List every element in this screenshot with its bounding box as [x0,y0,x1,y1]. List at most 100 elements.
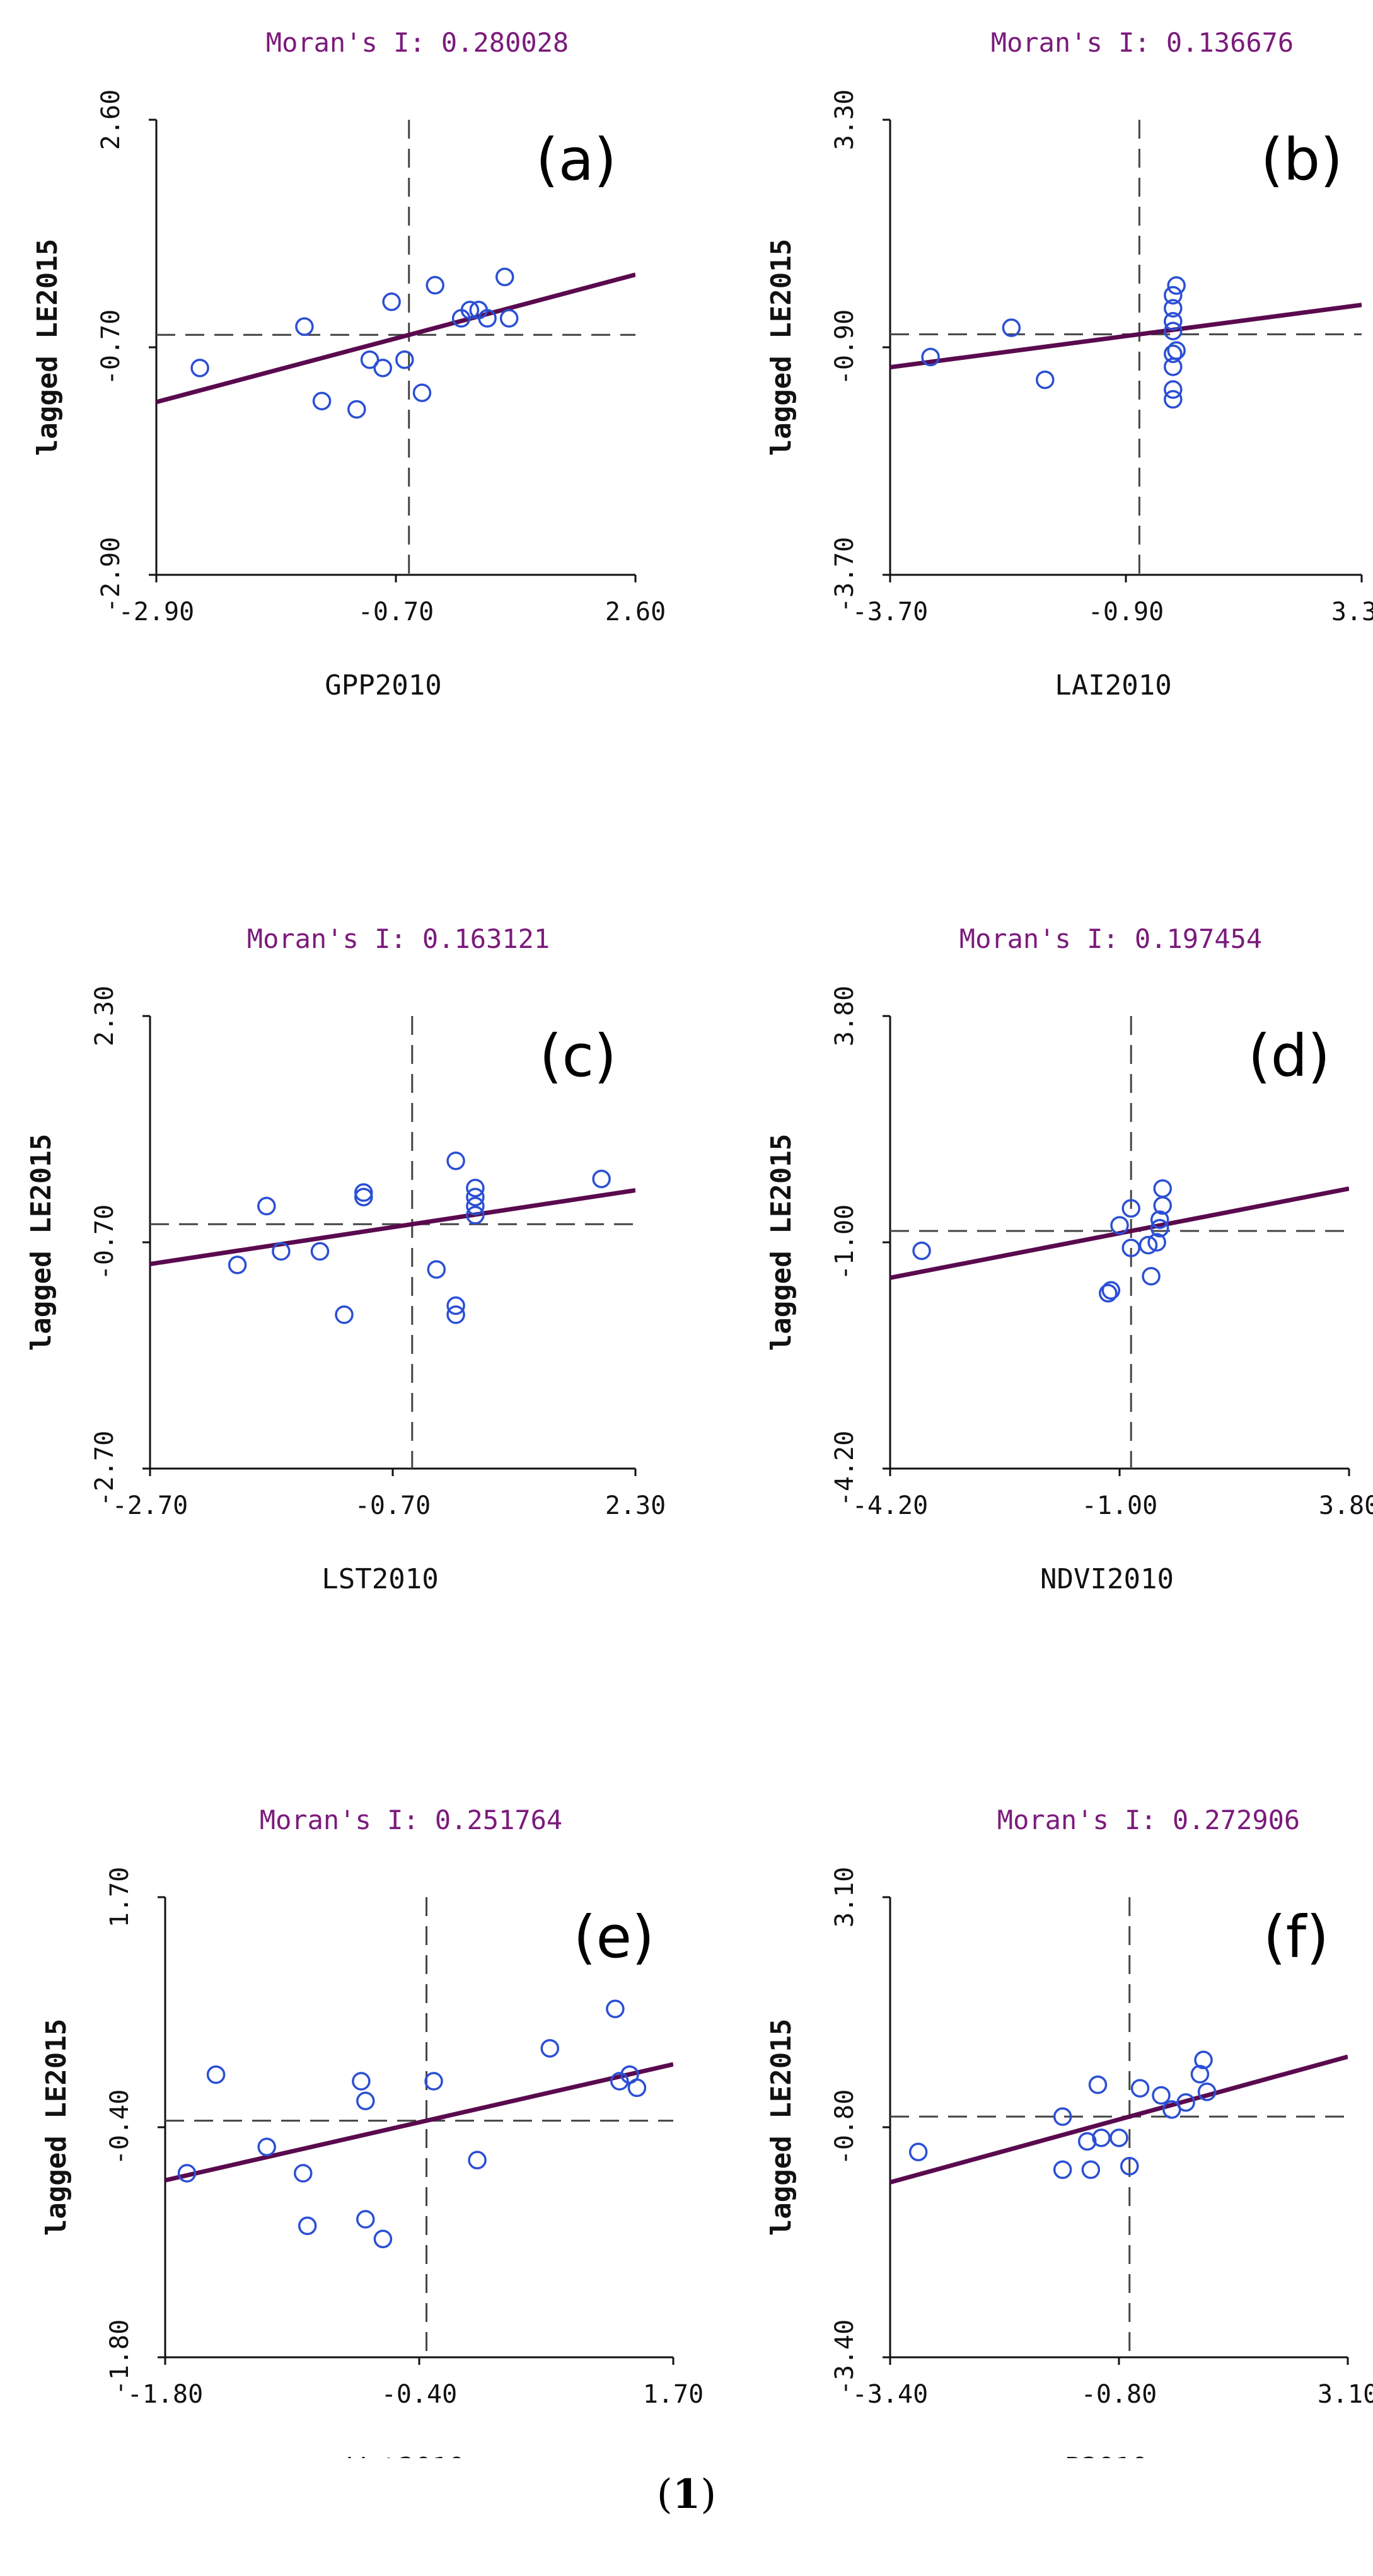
data-point [495,267,514,287]
y-tick-label: -0.80 [830,2089,859,2165]
data-point [1167,341,1186,360]
data-point [499,309,519,328]
figure-caption: (1) [656,2471,717,2518]
regression-line [890,303,1362,370]
y-axis-label: lagged LE2015 [25,1134,57,1351]
data-point [356,2091,375,2111]
data-point [347,400,366,419]
regression-line [150,1187,635,1266]
data-point [446,1152,465,1170]
data-point [424,2072,443,2091]
x-tick-label: 2.60 [605,598,666,627]
data-point [177,2164,197,2183]
y-tick-label: -2.70 [90,1431,119,1506]
panel-a: Moran's I: 0.280028 -2.90 -0.70 2.60 2.60 -0.… [32,27,666,702]
x-tick-label: -0.40 [381,2380,457,2409]
figure-caption-label: 1 [672,2471,701,2518]
data-point [1110,1216,1129,1235]
data-point [1176,2093,1195,2112]
data-point [1036,370,1055,390]
data-point [190,359,209,378]
data-point [1153,1179,1172,1198]
y-axis-label: lagged LE2015 [40,2019,72,2236]
data-point [352,2072,371,2091]
chart-title: Moran's I: 0.272906 [997,1805,1300,1835]
regression-line [890,2054,1348,2185]
data-point [295,317,314,336]
chart-title: Moran's I: 0.251764 [260,1805,562,1835]
y-tick-label: -0.40 [105,2089,134,2165]
panel-label: (a) [536,126,617,193]
data-point [606,1999,625,2019]
data-point [228,1256,247,1274]
y-tick-label: -2.90 [96,537,125,613]
x-tick-label: -0.70 [358,598,434,627]
y-tick-label: 2.60 [96,90,125,150]
panel-label: (f) [1263,1903,1329,1971]
data-point [466,1206,485,1225]
x-tick-label: -1.00 [1082,1491,1157,1520]
x-axis-label: LAI2010 [1055,669,1171,702]
data-point [1092,2128,1111,2147]
data-point [1150,1218,1169,1238]
data-point [335,1305,354,1324]
x-tick-label: 3.80 [1319,1491,1373,1520]
data-point [908,2142,928,2162]
data-point [272,1242,291,1261]
regression-line [156,272,635,405]
data-point [466,1179,485,1198]
y-tick-label: 1.70 [105,1867,134,1927]
panel-e: Moran's I: 0.251764 -1.80 -0.40 1.70 1.70 -0.… [40,1805,704,2458]
data-point [1142,1267,1161,1286]
data-point [1164,390,1183,409]
y-axis-label: lagged LE2015 [765,2019,797,2236]
y-axis-label: lagged LE2015 [765,239,797,456]
data-point [412,383,432,402]
panel-label: (d) [1248,1022,1330,1090]
data-point [1109,2128,1128,2147]
x-tick-label: -1.80 [127,2380,203,2409]
x-tick-label: -2.90 [119,598,194,627]
data-point [460,301,480,320]
data-point [1150,1210,1169,1229]
data-point [1088,2075,1108,2094]
data-point [468,2151,487,2169]
data-point [1101,1281,1121,1300]
panel-label: (c) [540,1022,617,1090]
x-tick-label: -3.40 [852,2380,928,2409]
regression-line [165,2062,673,2183]
data-point [1121,1239,1140,1257]
data-point [1120,2157,1139,2176]
panel-d: Moran's I: 0.197454 -4.20 -1.00 3.80 3.80 -1.… [765,923,1373,1595]
data-point [1164,299,1183,318]
x-axis-label: NDVI2010 [1040,1563,1174,1595]
data-point [1164,380,1183,399]
data-point [427,1260,446,1279]
data-point [294,2164,313,2183]
y-tick-label: -0.90 [830,309,859,385]
chart-title: Moran's I: 0.163121 [247,923,550,954]
data-point [382,292,401,311]
y-tick-label: 3.80 [830,986,859,1046]
x-tick-label: -0.70 [355,1491,431,1520]
y-tick-label: -1.80 [105,2319,134,2395]
data-point [446,1305,465,1324]
x-axis-label: P2010 [1065,2452,1148,2458]
data-point [627,2078,647,2098]
x-tick-label: -0.80 [1081,2380,1157,2409]
y-tick-label: -0.70 [96,309,125,385]
data-point [354,1183,373,1202]
data-point [1194,2050,1213,2070]
data-point [1138,1235,1158,1255]
data-point [373,359,393,378]
data-point [610,2072,629,2091]
panel-label: (b) [1261,126,1343,193]
data-point [1077,2132,1097,2151]
data-point [466,1196,485,1216]
panel-b: Moran's I: 0.136676 -3.70 -0.90 3.30 3.30 -0.… [765,27,1373,702]
y-tick-label: -3.70 [830,537,859,613]
x-tick-label: -4.20 [852,1491,928,1520]
y-tick-label: 3.30 [830,90,859,150]
x-tick-label: 3.10 [1318,2380,1373,2409]
data-point [1153,1196,1172,1215]
